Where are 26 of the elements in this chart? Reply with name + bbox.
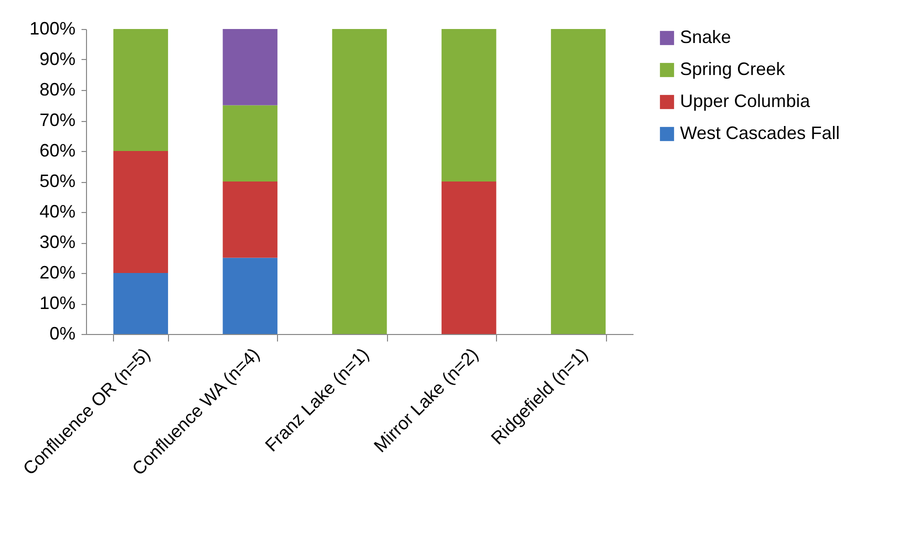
y-tick-label: 10% [39, 293, 76, 313]
y-tick-label: 20% [39, 262, 76, 282]
legend-label: Spring Creek [680, 59, 786, 79]
bar [113, 151, 168, 273]
bar [222, 182, 278, 258]
bar [222, 29, 278, 106]
bar [113, 29, 168, 151]
y-tick-label: 30% [39, 232, 76, 252]
bar [332, 29, 387, 334]
y-tick-label: 100% [29, 18, 76, 38]
legend-label: Upper Columbia [680, 91, 812, 111]
y-tick-label: 70% [39, 110, 76, 130]
bar [222, 105, 278, 182]
y-tick-label: 90% [39, 49, 76, 69]
bar [113, 273, 168, 334]
bar [442, 29, 496, 182]
y-tick-label: 50% [39, 171, 76, 191]
bar [222, 258, 278, 334]
y-tick-label: 0% [49, 324, 76, 344]
y-tick-label: 60% [39, 140, 76, 160]
legend-label: Snake [680, 27, 732, 47]
bar [442, 182, 496, 334]
legend-label: West Cascades Fall [680, 123, 840, 143]
y-tick-label: 40% [39, 202, 76, 222]
y-tick-label: 80% [39, 80, 76, 100]
bar [550, 29, 606, 334]
